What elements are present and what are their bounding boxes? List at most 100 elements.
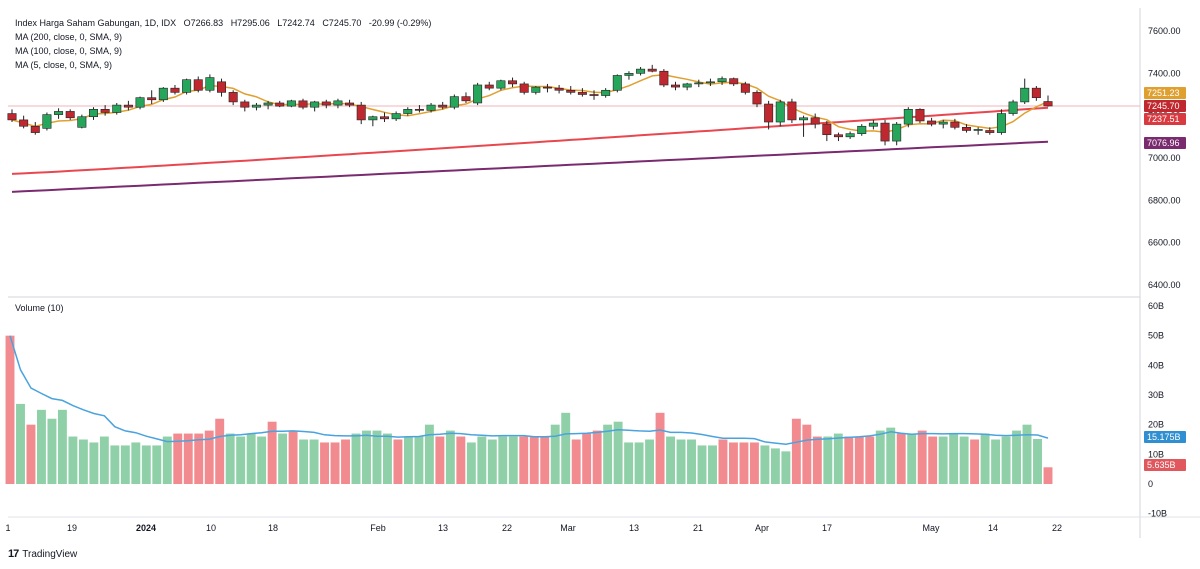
candle [833,132,843,142]
candle-body [682,83,692,88]
candle [822,120,832,142]
time-tick-label: Mar [560,523,576,533]
time-tick-label: 13 [438,523,448,533]
ma5-badge: 7251.23 [1144,87,1186,99]
candle-body [659,70,669,86]
volume-bar [36,409,46,484]
candle-body [438,104,448,108]
candle [368,115,378,127]
candle-body [927,120,937,125]
time-axis[interactable]: 1 19 2024 10 18 Feb 13 22 Mar 13 21 Apr 17 May 14 22 [5,523,1062,533]
volume-bar [382,433,392,484]
volume-bar [770,448,780,484]
volume-bar [938,436,948,484]
time-tick-label: 2024 [136,523,156,533]
volume-last-badge-bg [1144,459,1186,471]
candle [321,99,331,109]
candle-body [310,101,320,108]
candle-body [205,77,215,91]
candle [612,74,622,93]
volume-bar [959,436,969,484]
volume-legend[interactable]: Volume (10) [15,303,64,313]
volume-bar [257,436,267,484]
candle [251,102,261,111]
volume-bar [645,439,655,484]
volume-bar [624,442,634,484]
candle-body [589,94,599,96]
candle [158,87,168,102]
candle-body [403,109,413,114]
candle [426,102,436,113]
volume-bar [634,442,644,484]
volume-bar [278,433,288,484]
candle-body [973,129,983,131]
legend-ma5[interactable]: MA (5, close, 0, SMA, 9) [15,60,113,70]
candle [996,109,1006,135]
candle [892,122,902,146]
legend-ma200[interactable]: MA (200, close, 0, SMA, 9) [15,32,123,42]
volume-bar [1012,430,1022,484]
close-badge: 7245.70 [1144,100,1186,112]
volume-tick-label: 0 [1148,479,1153,489]
legend-ma100[interactable]: MA (100, close, 0, SMA, 9) [15,46,123,56]
candle-body [740,83,750,93]
legend-symbol-row[interactable]: Index Harga Saham Gabungan, 1D, IDX O726… [15,16,431,30]
candle [589,90,599,100]
candle [705,78,715,87]
volume-bar [414,436,424,484]
candle [810,113,820,129]
candle-body [147,97,157,101]
low-value: L7242.74 [277,18,315,28]
candle [112,102,122,115]
price-axis[interactable]: 7600.007400.007200.007000.006800.006600.… [1148,26,1181,290]
volume-bar [875,430,885,484]
candle-body [391,113,401,120]
volume-bar [141,445,151,484]
volume-bar [1033,438,1042,484]
volume-ma-line [9,335,1049,445]
candle-body [845,133,855,138]
volume-bar [267,421,277,484]
volume-bar [865,436,875,484]
candle-body [298,100,308,108]
volume-bar [592,430,602,484]
candle-body [950,121,960,128]
volume-tick-label: 20B [1148,420,1164,430]
candle [659,69,669,88]
candle [193,76,203,93]
tradingview-brand[interactable]: 17 TradingView [8,548,77,560]
ma100-badge-text: 7237.51 [1147,114,1180,124]
ma5-badge-bg [1144,87,1186,99]
volume-bar [812,436,822,484]
candle-body [787,101,797,121]
candle-body [601,89,611,96]
close-value: C7245.70 [322,18,362,28]
volume-bar [320,442,330,484]
volume-bar [980,433,990,484]
volume-axis[interactable]: 60B 50B 40B 30B 20B 10B 0 -10B [1148,301,1167,519]
candle-body [461,96,471,102]
candle [845,131,855,139]
candle-body [356,104,366,121]
brand-name: TradingView [22,548,78,560]
candle [7,109,17,123]
volume-bar [1043,467,1053,484]
candle [88,107,98,120]
candle-body [321,101,331,106]
candle-body [566,89,576,93]
candle-body [519,83,529,93]
volume-bar [676,439,686,484]
volume-bar [351,433,361,484]
candle-body [158,87,168,101]
time-tick-label: Apr [755,523,769,533]
candle [868,119,878,130]
volume-bar [791,418,801,484]
volume-bar [550,424,560,484]
volume-tick-label: 60B [1148,301,1164,311]
candle-body [996,113,1006,133]
candle-body [135,97,145,108]
candle-body [508,80,518,85]
close-badge-bg [1144,100,1186,112]
ma100-badge: 7237.51 [1144,113,1186,125]
